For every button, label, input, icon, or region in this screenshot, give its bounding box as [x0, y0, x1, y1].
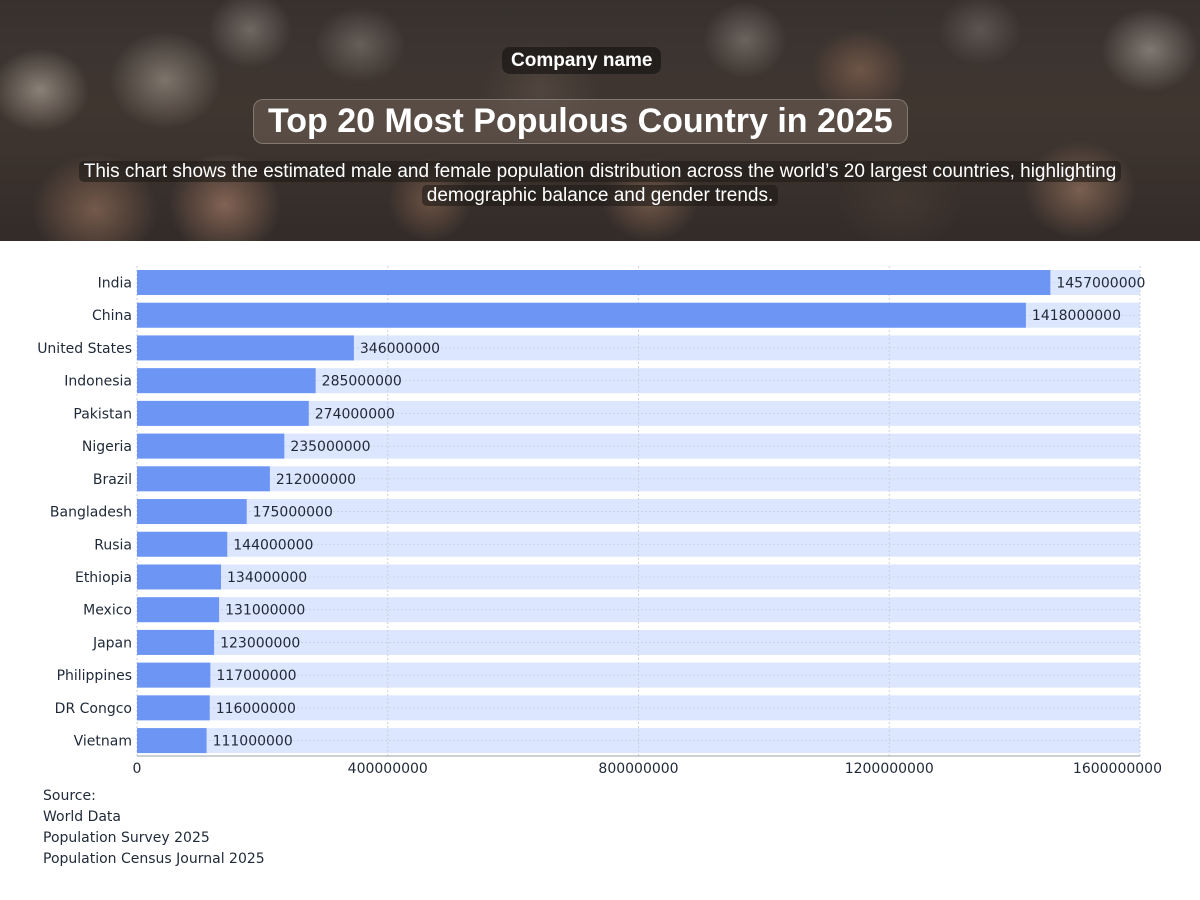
data-label: 212000000 [276, 472, 356, 488]
category-label: Philippines [57, 668, 132, 684]
data-label: 1418000000 [1032, 308, 1121, 324]
bar [137, 400, 309, 426]
data-label: 134000000 [227, 570, 307, 586]
chart-title: Top 20 Most Populous Country in 2025 [253, 99, 908, 144]
x-tick-label: 400000000 [348, 761, 428, 777]
x-tick-label: 0 [133, 761, 142, 777]
category-label: Japan [92, 635, 132, 651]
data-label: 131000000 [225, 603, 305, 619]
x-tick-label: 1200000000 [845, 761, 934, 777]
category-label: Nigeria [82, 439, 132, 455]
bar [137, 335, 354, 361]
data-label: 346000000 [360, 341, 440, 357]
x-tick-label: 800000000 [598, 761, 678, 777]
data-label: 111000000 [213, 734, 293, 750]
data-label: 123000000 [220, 635, 300, 651]
category-label: Bangladesh [50, 505, 132, 521]
bar [137, 564, 222, 590]
category-label: Pakistan [73, 406, 132, 422]
bar [137, 728, 207, 754]
data-label: 274000000 [315, 406, 395, 422]
category-label: Rusia [94, 537, 132, 553]
source-notes: Source: World Data Population Survey 2025 P… [43, 786, 265, 870]
data-label: 1457000000 [1056, 276, 1145, 292]
chart-subtitle: This chart shows the estimated male and … [60, 160, 1140, 208]
data-label: 235000000 [290, 439, 370, 455]
population-bar-chart: India 1457000000 China 1418000000 United Sta… [37, 266, 1162, 777]
source-label: Source: [43, 788, 96, 804]
data-label: 175000000 [253, 505, 333, 521]
bar [137, 662, 211, 688]
chart-area: India 1457000000 China 1418000000 United Sta… [0, 241, 1200, 786]
bar [137, 466, 270, 492]
category-label: Mexico [83, 603, 132, 619]
category-label: China [92, 308, 132, 324]
bar [137, 302, 1026, 328]
bar [137, 531, 228, 557]
category-label: Indonesia [64, 374, 132, 390]
bar [137, 270, 1051, 295]
category-label: United States [37, 341, 132, 357]
hero-banner: Company name Top 20 Most Populous Countr… [0, 0, 1200, 241]
category-label: DR Congco [55, 701, 132, 717]
bar [137, 499, 247, 525]
data-label: 116000000 [216, 701, 296, 717]
x-tick-label: 1600000000 [1073, 761, 1162, 777]
data-label: 117000000 [216, 668, 296, 684]
source-item: World Data [43, 809, 121, 825]
chart-subtitle-text: This chart shows the estimated male and … [78, 161, 1122, 206]
bar [137, 368, 316, 394]
source-item: Population Census Journal 2025 [43, 851, 265, 867]
bar [137, 433, 285, 459]
bar [137, 695, 210, 721]
data-label: 144000000 [233, 537, 313, 553]
category-label: India [98, 276, 132, 292]
category-label: Ethiopia [75, 570, 132, 586]
category-label: Brazil [93, 472, 132, 488]
category-label: Vietnam [74, 734, 132, 750]
bar [137, 629, 215, 655]
bar [137, 597, 220, 623]
data-label: 285000000 [322, 374, 402, 390]
company-name: Company name [502, 47, 662, 74]
source-item: Population Survey 2025 [43, 830, 210, 846]
